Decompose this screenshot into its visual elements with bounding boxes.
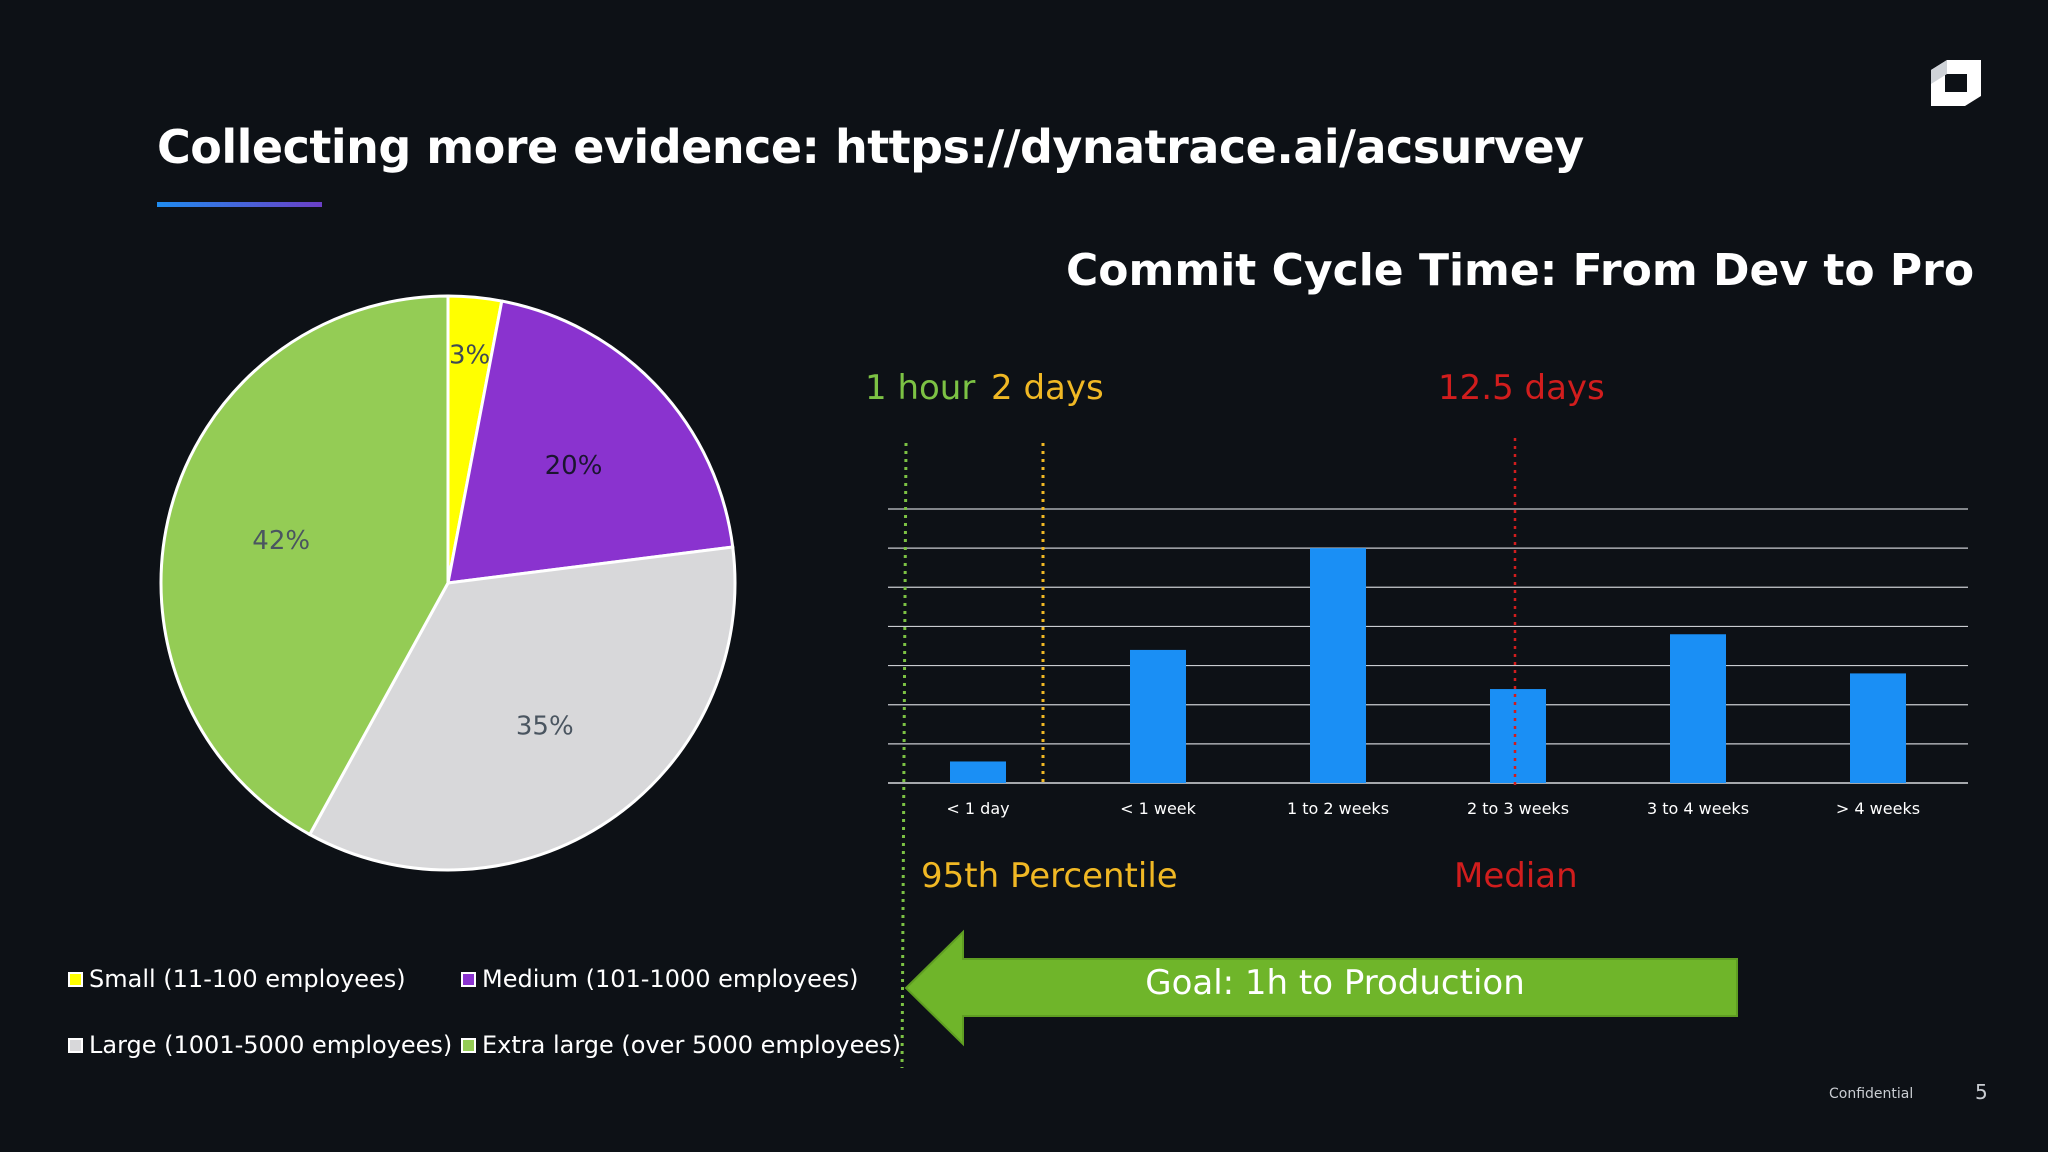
bar-chart-title: Commit Cycle Time: From Dev to Pro — [1066, 245, 1975, 296]
legend-label: Medium (101-1000 employees) — [482, 965, 859, 993]
x-tick-label: 3 to 4 weeks — [1647, 799, 1749, 818]
marker-label-2-days: 2 days — [991, 368, 1104, 408]
pie-data-label: 42% — [252, 526, 310, 556]
pie-slice-3 — [307, 545, 737, 872]
legend-label: Large (1001-5000 employees) — [89, 1031, 453, 1059]
pie-slice-2 — [446, 299, 735, 585]
x-tick-label: 2 to 3 weeks — [1467, 799, 1569, 818]
dynatrace-logo-icon — [1931, 60, 1981, 106]
pie-data-label: 20% — [545, 451, 603, 481]
bar-1 — [950, 761, 1006, 783]
x-tick-label: > 4 weeks — [1836, 799, 1920, 818]
marker-label-1-hour: 1 hour — [865, 368, 976, 408]
page-number: 5 — [1975, 1080, 1988, 1104]
legend-swatch — [461, 1037, 476, 1053]
confidential-label: Confidential — [1829, 1086, 1914, 1102]
x-tick-label: < 1 week — [1120, 799, 1197, 818]
bar-3 — [1310, 548, 1366, 783]
goal-arrow — [904, 929, 1738, 1047]
pie-data-label: 35% — [516, 711, 574, 741]
x-tick-label: < 1 day — [946, 799, 1009, 818]
bar-6 — [1850, 673, 1906, 783]
annotation-95th-percentile: 95th Percentile — [921, 856, 1178, 896]
x-tick-label: 1 to 2 weeks — [1287, 799, 1389, 818]
marker-line-1-hour — [900, 442, 908, 1069]
legend-item-small: Small (11-100 employees) — [68, 965, 406, 993]
pie-slice-4 — [159, 294, 450, 837]
goal-label: Goal: 1h to Production — [1145, 963, 1525, 1003]
bar-5 — [1670, 634, 1726, 783]
legend-label: Small (11-100 employees) — [89, 965, 406, 993]
legend-item-medium: Medium (101-1000 employees) — [461, 965, 858, 993]
pie-data-label: 3% — [449, 340, 490, 370]
marker-label-12-5-days: 12.5 days — [1438, 368, 1605, 408]
legend-swatch — [68, 1037, 83, 1053]
legend-label: Extra large (over 5000 employees) — [482, 1031, 901, 1059]
bar-2 — [1130, 649, 1186, 783]
slide-title: Collecting more evidence: https://dynatr… — [157, 120, 1584, 174]
title-underline — [157, 202, 322, 207]
legend-swatch — [461, 971, 476, 987]
legend-swatch — [68, 971, 83, 987]
annotation-median: Median — [1454, 856, 1578, 896]
legend-item-large: Large (1001-5000 employees) — [68, 1031, 452, 1059]
legend-item-extra-large: Extra large (over 5000 employees) — [461, 1031, 901, 1059]
bar-4 — [1490, 689, 1546, 783]
